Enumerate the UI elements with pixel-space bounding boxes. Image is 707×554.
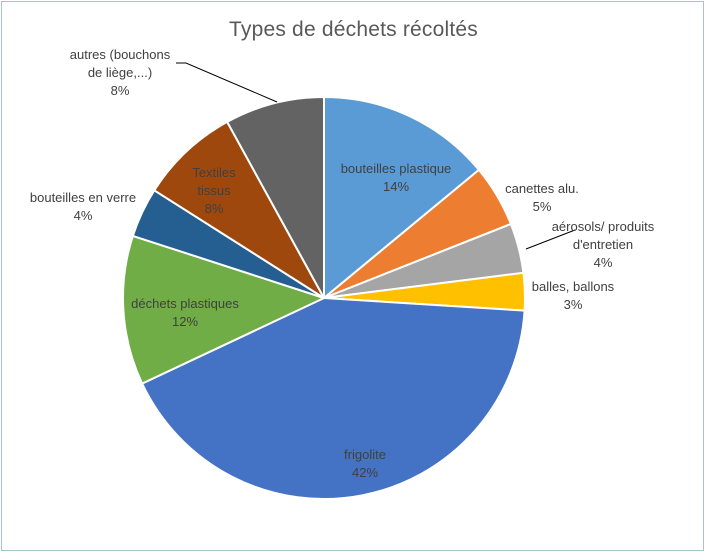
slice-name-line: aérosols/ produits [552, 219, 655, 234]
slice-name-line: de liège,...) [88, 65, 152, 80]
slice-label-8: Textiles tissus 8% [192, 165, 236, 216]
data-labels: bouteilles plastique 14% canettes alu. 5%aé… [30, 47, 655, 480]
leader-lines [176, 62, 576, 250]
slice-name-line: tissus [197, 183, 231, 198]
chart-title: Types de déchets récoltés [229, 18, 478, 41]
slice-name-line: frigolite [344, 447, 386, 462]
slice-name-line: déchets plastiques [131, 296, 239, 311]
leader-line-3 [525, 229, 576, 250]
slice-name-line: Textiles [192, 165, 236, 180]
slice-percent: 8% [205, 201, 224, 216]
slice-label-4: balles, ballons 3% [532, 279, 615, 312]
pie-slices [122, 95, 526, 500]
slice-name-line: bouteilles en verre [30, 190, 136, 205]
slice-label-5: frigolite 42% [344, 447, 386, 480]
slice-percent: 14% [383, 179, 409, 194]
leader-line-9 [176, 62, 278, 103]
pie-slice-9 [225, 95, 325, 299]
slice-label-3: aérosols/ produits d'entretien 4% [552, 219, 655, 270]
slice-label-2: canettes alu. 5% [505, 181, 579, 214]
slice-percent: 3% [564, 297, 583, 312]
pie-slice-5 [140, 296, 526, 500]
slice-percent: 4% [74, 208, 93, 223]
slice-name-line: d'entretien [573, 237, 633, 252]
slice-label-6: déchets plastiques 12% [131, 296, 239, 329]
pie-slice-8 [152, 120, 325, 299]
slice-percent: 42% [352, 465, 378, 480]
pie-slice-1 [323, 95, 481, 301]
slice-name-line: canettes alu. [505, 181, 579, 196]
slice-name-line: bouteilles plastique [341, 161, 452, 176]
slice-name-line: autres (bouchons [70, 47, 171, 62]
pie-slice-6 [122, 234, 327, 385]
slice-label-7: bouteilles en verre 4% [30, 190, 136, 223]
slice-percent: 12% [172, 314, 198, 329]
slice-percent: 5% [533, 199, 552, 214]
slice-percent: 8% [111, 83, 130, 98]
slice-name-line: balles, ballons [532, 279, 615, 294]
slice-label-1: bouteilles plastique 14% [341, 161, 452, 194]
slice-percent: 4% [594, 255, 613, 270]
slice-label-9: autres (bouchons de liège,...) 8% [70, 47, 171, 98]
